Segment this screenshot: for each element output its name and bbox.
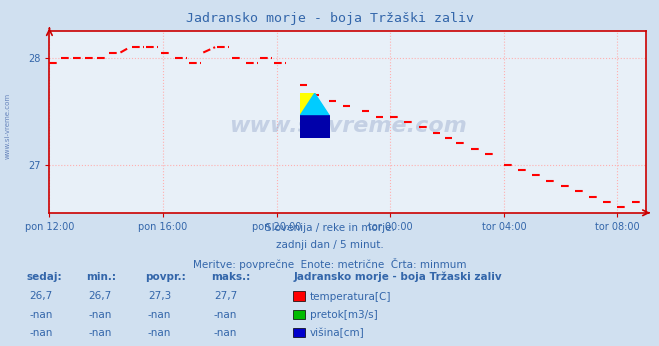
- Polygon shape: [300, 93, 315, 116]
- Text: Jadransko morje - boja Tržaški zaliv: Jadransko morje - boja Tržaški zaliv: [185, 12, 474, 25]
- Text: 27,7: 27,7: [214, 291, 237, 301]
- Text: Meritve: povprečne  Enote: metrične  Črta: minmum: Meritve: povprečne Enote: metrične Črta:…: [192, 258, 467, 270]
- Text: -nan: -nan: [29, 328, 53, 338]
- Text: pretok[m3/s]: pretok[m3/s]: [310, 310, 378, 320]
- Text: višina[cm]: višina[cm]: [310, 328, 364, 338]
- Text: min.:: min.:: [86, 272, 116, 282]
- Text: -nan: -nan: [148, 310, 171, 320]
- Text: 27,3: 27,3: [148, 291, 171, 301]
- Text: -nan: -nan: [214, 328, 237, 338]
- Text: -nan: -nan: [88, 310, 112, 320]
- Text: maks.:: maks.:: [211, 272, 250, 282]
- Text: -nan: -nan: [29, 310, 53, 320]
- Text: povpr.:: povpr.:: [145, 272, 186, 282]
- Polygon shape: [300, 93, 330, 116]
- Text: -nan: -nan: [148, 328, 171, 338]
- Text: Slovenija / reke in morje.: Slovenija / reke in morje.: [264, 223, 395, 233]
- Text: sedaj:: sedaj:: [26, 272, 62, 282]
- Text: -nan: -nan: [214, 310, 237, 320]
- Polygon shape: [300, 116, 330, 138]
- Text: Jadransko morje - boja Tržaski zaliv: Jadransko morje - boja Tržaski zaliv: [293, 272, 502, 282]
- Text: www.si-vreme.com: www.si-vreme.com: [229, 116, 467, 136]
- Polygon shape: [300, 116, 330, 138]
- Text: zadnji dan / 5 minut.: zadnji dan / 5 minut.: [275, 240, 384, 251]
- Text: www.si-vreme.com: www.si-vreme.com: [5, 93, 11, 160]
- Text: 26,7: 26,7: [88, 291, 112, 301]
- Text: temperatura[C]: temperatura[C]: [310, 292, 391, 301]
- Text: 26,7: 26,7: [29, 291, 53, 301]
- Text: -nan: -nan: [88, 328, 112, 338]
- Polygon shape: [300, 116, 330, 138]
